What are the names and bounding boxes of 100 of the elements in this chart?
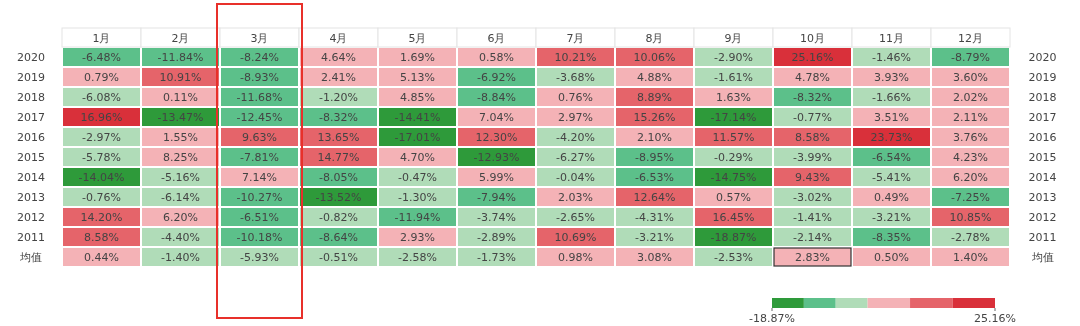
data-label: 7.04% <box>479 111 514 124</box>
data-label: -2.90% <box>714 51 753 64</box>
color-bar-label: -18.87% <box>749 312 795 325</box>
data-label: -2.78% <box>951 231 990 244</box>
y2-tick-label: 2014 <box>1028 171 1057 184</box>
y-tick-label: 2012 <box>17 211 45 224</box>
data-label: 0.76% <box>558 91 593 104</box>
y2-tick-label: 2012 <box>1028 211 1057 224</box>
data-label: -7.81% <box>240 151 279 164</box>
data-label: -0.51% <box>319 251 358 264</box>
data-label: 9.63% <box>242 131 277 144</box>
data-label: -14.41% <box>394 111 441 124</box>
data-label: 4.23% <box>953 151 988 164</box>
x-tick-label: 11月 <box>879 32 904 45</box>
data-label: -2.53% <box>714 251 753 264</box>
data-label: -0.47% <box>398 171 437 184</box>
data-label: -14.75% <box>710 171 757 184</box>
x-tick-label: 6月 <box>487 32 506 45</box>
data-label: 8.25% <box>163 151 198 164</box>
data-label: 3.51% <box>874 111 909 124</box>
color-bar-label: 25.16% <box>974 312 1016 325</box>
data-label: 0.44% <box>84 251 119 264</box>
data-label: 10.21% <box>554 51 597 64</box>
y-tick-label: 2011 <box>17 231 45 244</box>
data-label: -0.77% <box>793 111 832 124</box>
y-tick-label: 2014 <box>17 171 45 184</box>
data-label: -2.58% <box>398 251 437 264</box>
data-label: -6.53% <box>635 171 674 184</box>
data-label: 10.06% <box>633 51 676 64</box>
data-label: -3.02% <box>793 191 832 204</box>
data-label: 23.73% <box>870 131 913 144</box>
data-label: -8.64% <box>319 231 358 244</box>
y-tick-label: 2019 <box>17 71 45 84</box>
data-label: -0.29% <box>714 151 753 164</box>
data-label: -11.68% <box>236 91 283 104</box>
data-label: -10.27% <box>236 191 283 204</box>
data-label: -3.21% <box>872 211 911 224</box>
data-label: 4.64% <box>321 51 356 64</box>
data-label: -11.84% <box>157 51 204 64</box>
y2-tick-label: 2018 <box>1028 91 1057 104</box>
data-label: -4.40% <box>161 231 200 244</box>
y2-tick-label: 2019 <box>1028 71 1057 84</box>
data-label: -10.18% <box>236 231 283 244</box>
data-label: 2.97% <box>558 111 593 124</box>
data-label: 1.40% <box>953 251 988 264</box>
y-tick-label: 2017 <box>17 111 45 124</box>
data-label: 8.58% <box>795 131 830 144</box>
data-label: -17.14% <box>710 111 757 124</box>
data-label: -4.20% <box>556 131 595 144</box>
data-label: -8.95% <box>635 151 674 164</box>
y-tick-label: 2015 <box>17 151 45 164</box>
x-tick-label: 8月 <box>645 32 664 45</box>
data-label: -1.66% <box>872 91 911 104</box>
data-label: 2.02% <box>953 91 988 104</box>
x-tick-label: 7月 <box>566 32 585 45</box>
data-label: -2.65% <box>556 211 595 224</box>
data-label: 15.26% <box>633 111 676 124</box>
data-label: 8.89% <box>637 91 672 104</box>
data-label: 12.64% <box>633 191 676 204</box>
data-label: -12.45% <box>236 111 283 124</box>
data-label: -11.94% <box>394 211 441 224</box>
data-label: 14.77% <box>317 151 360 164</box>
data-label: -8.05% <box>319 171 358 184</box>
data-label: 14.20% <box>80 211 123 224</box>
data-label: 0.57% <box>716 191 751 204</box>
data-label: 6.20% <box>163 211 198 224</box>
y-tick-label: 2013 <box>17 191 45 204</box>
data-label: 5.13% <box>400 71 435 84</box>
data-label: 0.11% <box>163 91 198 104</box>
data-label: 10.69% <box>554 231 597 244</box>
data-label: 3.76% <box>953 131 988 144</box>
data-label: 3.60% <box>953 71 988 84</box>
data-label: -6.92% <box>477 71 516 84</box>
y2-tick-label: 2016 <box>1028 131 1057 144</box>
data-label: -6.14% <box>161 191 200 204</box>
data-label: -4.31% <box>635 211 674 224</box>
data-label: -2.14% <box>793 231 832 244</box>
data-label: 8.58% <box>84 231 119 244</box>
data-label: 7.14% <box>242 171 277 184</box>
data-label: -8.32% <box>793 91 832 104</box>
data-label: -1.61% <box>714 71 753 84</box>
data-label: 16.96% <box>80 111 123 124</box>
data-label: 4.85% <box>400 91 435 104</box>
y2-tick-label: 2011 <box>1028 231 1057 244</box>
x-tick-label: 5月 <box>408 32 427 45</box>
data-label: 5.99% <box>479 171 514 184</box>
data-label: 0.58% <box>479 51 514 64</box>
data-label: -13.47% <box>157 111 204 124</box>
data-label: -5.16% <box>161 171 200 184</box>
data-label: 2.10% <box>637 131 672 144</box>
colorbar-legend: -18.87% 25.16% <box>749 298 1016 325</box>
data-label: 1.63% <box>716 91 751 104</box>
data-label: 2.93% <box>400 231 435 244</box>
data-label: 0.49% <box>874 191 909 204</box>
y-tick-label: 2020 <box>17 51 45 64</box>
data-label: 9.43% <box>795 171 830 184</box>
data-label: -14.04% <box>78 171 125 184</box>
data-label: -8.79% <box>951 51 990 64</box>
data-label: -8.24% <box>240 51 279 64</box>
data-label: -6.08% <box>82 91 121 104</box>
